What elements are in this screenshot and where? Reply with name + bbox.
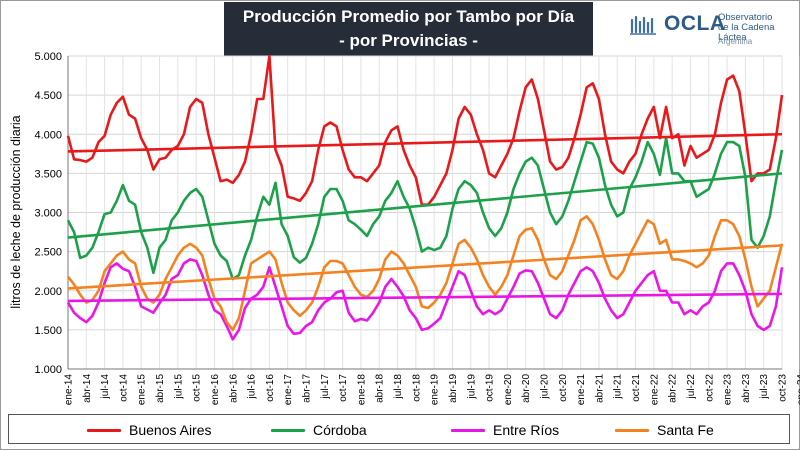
legend-item-santa-fe: Santa Fe [615, 421, 714, 439]
x-tick-label: ene-24 [796, 374, 800, 406]
x-tick-label: jul-19 [466, 374, 477, 400]
x-tick-label: abr-14 [82, 374, 93, 403]
x-tick-label: oct-14 [118, 374, 129, 402]
legend-label: Entre Ríos [493, 422, 560, 438]
x-tick-label: ene-20 [503, 374, 514, 406]
x-tick-label: abr-23 [741, 374, 752, 403]
legend-swatch [271, 428, 305, 432]
x-tick-label: jul-23 [759, 374, 770, 400]
x-tick-label: jul-21 [613, 374, 624, 400]
x-tick-label: jul-22 [686, 374, 697, 400]
x-tick-label: jul-15 [173, 374, 184, 400]
x-tick-label: jul-18 [393, 374, 404, 400]
x-tick-label: jul-16 [247, 374, 258, 400]
x-tick-label: oct-23 [778, 374, 789, 402]
x-tick-label: oct-18 [411, 374, 422, 402]
x-tick-label: jul-17 [320, 374, 331, 400]
y-tick-label: 1.500 [34, 325, 62, 337]
logo-name: OCLA [664, 12, 726, 35]
x-tick-label: oct-20 [558, 374, 569, 402]
trendline-santa-fe [67, 244, 783, 290]
trendline-buenos-aires [67, 132, 783, 153]
x-tick-label: abr-19 [448, 374, 459, 403]
legend-swatch [87, 428, 121, 432]
x-tick-label: abr-22 [668, 374, 679, 403]
legend-item-entre-rios: Entre Ríos [451, 421, 559, 439]
x-tick-label: ene-17 [283, 374, 294, 406]
chart-title-box: Producción Promedio por Tambo por Día - … [224, 2, 593, 56]
chart-subtitle: - por Provincias - [339, 31, 478, 50]
y-tick-label: 2.000 [34, 286, 62, 298]
y-tick-label: 2.500 [34, 247, 62, 259]
legend-label: Santa Fe [657, 422, 714, 438]
x-tick-label: ene-18 [356, 374, 367, 406]
legend: Buenos Aires Córdoba Entre Ríos Santa Fe [8, 414, 790, 444]
x-tick-label: jul-14 [100, 374, 111, 400]
x-tick-label: oct-17 [338, 374, 349, 402]
x-tick-label: abr-18 [375, 374, 386, 403]
series-line-santa-fe [66, 215, 784, 332]
x-tick-label: jul-20 [540, 374, 551, 400]
x-tick-label: abr-20 [521, 374, 532, 403]
y-tick-label: 4.500 [34, 90, 62, 102]
x-tick-label: oct-19 [485, 374, 496, 402]
x-tick-label: oct-22 [704, 374, 715, 402]
x-tick-label: ene-19 [430, 374, 441, 406]
x-tick-label: abr-15 [155, 374, 166, 403]
ocla-logo-icon [630, 15, 656, 35]
y-tick-label: 1.000 [34, 364, 62, 376]
legend-item-buenos-aires: Buenos Aires [87, 421, 212, 439]
x-tick-label: oct-21 [631, 374, 642, 402]
logo-subtitle: Observatorio de la Cadena Láctea [718, 13, 795, 43]
x-tick-label: ene-16 [210, 374, 221, 406]
line-chart: 1.000 1.500 2.000 2.500 3.000 3.500 4.000 4.500… [34, 51, 800, 406]
logo-country: Argentina [718, 37, 753, 46]
legend-swatch [451, 428, 485, 432]
y-tick-label: 3.500 [34, 168, 62, 180]
series-line-entre-rios [66, 258, 784, 341]
y-tick-label: 4.000 [34, 129, 62, 141]
x-tick-label: abr-17 [302, 374, 313, 403]
ocla-logo: OCLA Observatorio de la Cadena Láctea Ar… [630, 12, 795, 52]
x-tick-label: oct-16 [265, 374, 276, 402]
logo-line1: Observatorio [718, 12, 773, 23]
legend-swatch [615, 428, 649, 432]
x-tick-label: ene-15 [137, 374, 148, 406]
series-line-cordoba [66, 136, 784, 281]
trendline-entre-rios [67, 292, 783, 303]
logo-line2: de la Cadena Láctea [718, 22, 775, 43]
y-tick-label: 3.000 [34, 208, 62, 220]
trendline-cordoba [67, 172, 783, 239]
legend-label: Buenos Aires [129, 422, 212, 438]
legend-label: Córdoba [313, 422, 367, 438]
x-tick-label: ene-22 [649, 374, 660, 406]
chart-title: Producción Promedio por Tambo por Día [242, 7, 575, 26]
y-tick-label: 5.000 [34, 51, 62, 63]
x-tick-label: abr-16 [228, 374, 239, 403]
x-tick-label: ene-21 [576, 374, 587, 406]
x-tick-label: ene-14 [64, 374, 75, 406]
x-tick-label: abr-21 [594, 374, 605, 403]
x-tick-label: ene-23 [723, 374, 734, 406]
x-tick-label: oct-15 [192, 374, 203, 402]
legend-item-cordoba: Córdoba [271, 421, 367, 439]
